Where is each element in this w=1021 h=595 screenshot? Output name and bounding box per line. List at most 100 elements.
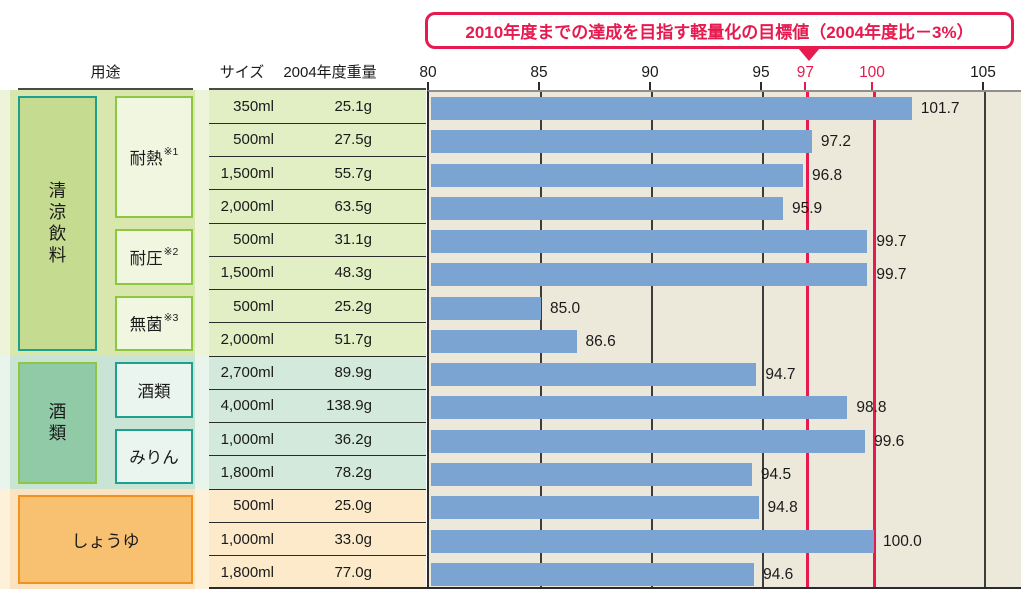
size-cell: 4,000ml <box>220 397 274 415</box>
weight-cell: 138.9g <box>326 397 372 415</box>
axis-tick-label: 85 <box>530 64 548 81</box>
category-box: しょうゆ <box>18 495 193 585</box>
row-divider <box>209 388 426 390</box>
category-label: しょうゆ <box>71 532 140 552</box>
weight-cell: 89.9g <box>334 364 372 382</box>
row-divider <box>209 355 426 357</box>
size-cell: 500ml <box>233 297 274 315</box>
size-cell: 1,000ml <box>220 530 274 548</box>
bar-value-label: 99.7 <box>876 266 907 284</box>
bar-value-label: 94.8 <box>767 499 798 517</box>
size-cell: 2,700ml <box>220 364 274 382</box>
target-line <box>806 92 809 589</box>
axis-tick-mark <box>427 82 429 90</box>
gridline <box>651 92 653 589</box>
subcategory-label: 酒類 <box>137 382 171 401</box>
subcategory-box: 耐圧 ※2 <box>115 229 193 285</box>
row-divider <box>209 522 426 523</box>
bar <box>431 296 541 320</box>
axis-tick-mark <box>760 82 762 90</box>
bar <box>431 496 759 520</box>
subcategory-box: 耐熱 ※1 <box>115 96 193 219</box>
subcategory-note: ※2 <box>163 245 179 258</box>
bar-value-label: 95.9 <box>791 199 823 217</box>
subcategory-box: 無菌 ※3 <box>115 295 193 352</box>
row-divider <box>209 555 426 557</box>
bar <box>431 130 812 154</box>
bar-value-label: 99.6 <box>874 432 905 450</box>
size-cell: 1,500ml <box>220 264 274 282</box>
bar-value-label: 94.5 <box>760 465 792 483</box>
gridline <box>762 92 764 589</box>
chart-bottom-rule <box>209 587 1021 589</box>
row-divider <box>209 322 426 324</box>
weight-cell: 25.1g <box>334 98 372 115</box>
weight-cell: 77.0g <box>334 563 372 581</box>
row-divider <box>209 255 426 257</box>
bar-value-label: 98.8 <box>856 399 887 417</box>
axis-tick-label: 90 <box>641 64 659 81</box>
row-divider <box>209 289 426 291</box>
size-cell: 1,800ml <box>220 463 274 481</box>
size-cell: 1,500ml <box>220 164 274 182</box>
subcategory-label: 耐熱 <box>129 150 163 169</box>
bar-value-label: 96.8 <box>811 166 843 184</box>
header-rule-table <box>209 88 426 90</box>
weight-cell: 48.3g <box>334 264 372 282</box>
axis-tick-label: 80 <box>419 64 437 81</box>
axis-tick-mark <box>982 82 984 90</box>
axis-tick-label: 95 <box>752 64 770 81</box>
bar <box>431 196 783 220</box>
bar <box>431 529 874 553</box>
bar <box>431 329 577 353</box>
weight-cell: 33.0g <box>334 530 372 548</box>
bar <box>431 163 803 187</box>
axis-tick-mark <box>871 82 873 90</box>
category-label: 酒類 <box>47 401 67 445</box>
bar-value-label: 100.0 <box>883 532 922 550</box>
subcategory-box: みりん <box>115 428 193 485</box>
row-divider <box>209 422 426 424</box>
bar <box>431 462 752 486</box>
size-cell: 500ml <box>233 231 274 249</box>
weight-cell: 25.0g <box>334 497 372 515</box>
row-divider <box>209 122 426 124</box>
row-divider <box>209 222 426 224</box>
row-divider <box>209 156 426 158</box>
plot-area: 101.7 97.2 96.8 95.9 99.7 99.7 85.0 86.6 94.7 98.… <box>427 90 1021 589</box>
bar <box>431 396 848 420</box>
subcategory-note: ※1 <box>163 146 179 159</box>
target-annotation-box: 2010年度までの達成を目指す軽量化の目標値（2004年度比－3%） <box>425 12 1014 49</box>
weight-cell: 51.7g <box>334 330 372 348</box>
axis-tick-mark <box>649 82 651 90</box>
axis-tick-label: 97 <box>796 64 815 81</box>
bar-value-label: 97.2 <box>820 133 851 151</box>
axis-tick-mark <box>538 82 540 90</box>
size-cell: 1,000ml <box>220 430 274 448</box>
weight-cell: 55.7g <box>334 164 372 182</box>
target-annotation-text: 2010年度までの達成を目指す軽量化の目標値（2004年度比－3%） <box>465 23 974 42</box>
target-line <box>873 92 876 589</box>
axis-tick-label: 105 <box>970 64 996 81</box>
column-header-weight: 2004年度重量 <box>283 64 377 81</box>
bar <box>431 429 866 453</box>
weight-cell: 36.2g <box>334 430 372 448</box>
size-cell: 1,800ml <box>220 563 274 581</box>
row-divider <box>209 455 426 457</box>
axis-tick-mark <box>804 82 807 90</box>
subcategory-label: 耐圧 <box>129 249 163 268</box>
gridline <box>984 92 986 589</box>
bar-value-label: 99.7 <box>876 233 907 251</box>
subcategory-label: 無菌 <box>129 316 163 335</box>
annotation-pointer-icon <box>798 48 820 61</box>
column-header-use: 用途 <box>90 64 121 81</box>
column-header-size: サイズ <box>219 64 265 81</box>
bar-value-label: 86.6 <box>585 332 616 350</box>
weight-cell: 78.2g <box>334 463 372 481</box>
axis-tick-label: 100 <box>859 64 885 81</box>
subcategory-box: 酒類 <box>115 362 193 418</box>
bar-value-label: 85.0 <box>550 299 581 317</box>
